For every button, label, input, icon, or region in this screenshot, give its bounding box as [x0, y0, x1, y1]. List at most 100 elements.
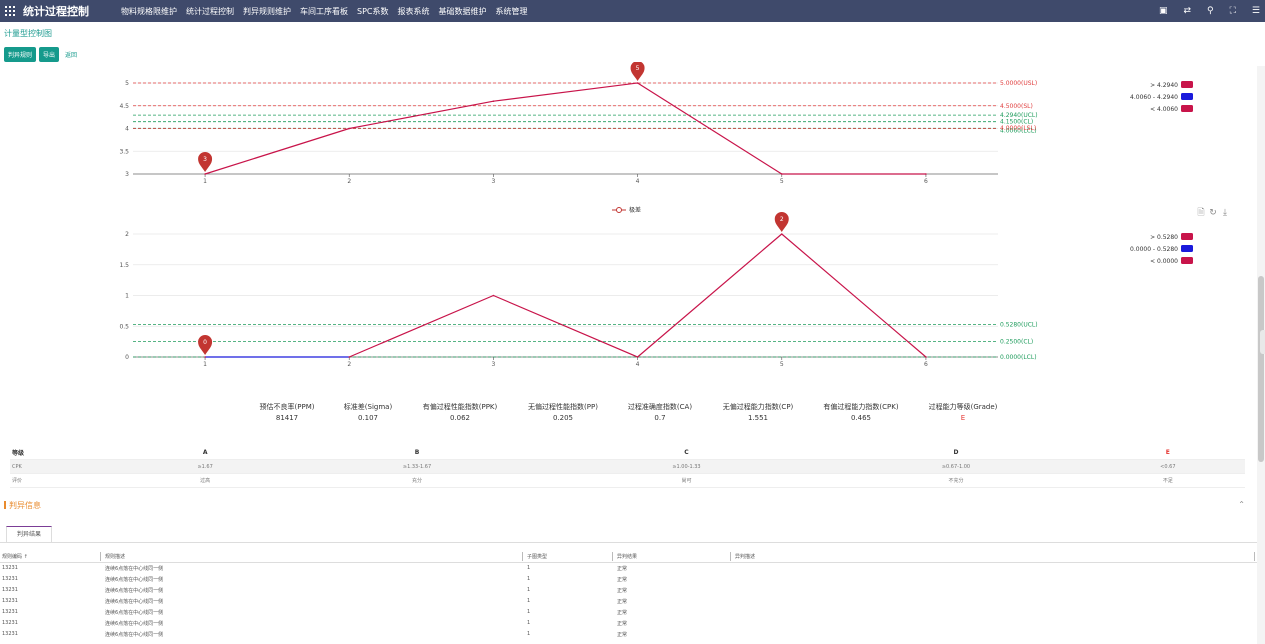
column-header-result[interactable]: 异判结果 [617, 554, 638, 560]
cell-rule-code: 13231 [2, 587, 18, 593]
grade-header-cell: E [1090, 446, 1245, 460]
menu-item-workshop-board[interactable]: 车间工序看板 [300, 6, 348, 16]
menu-item-spc-coefficients[interactable]: SPC系数 [357, 6, 389, 16]
data-point [780, 233, 783, 235]
table-row[interactable]: 13231 连续6点落在中心线同一侧 1 正常 [0, 574, 1265, 585]
cell-rule-code: 13231 [2, 565, 18, 571]
refresh-icon[interactable]: ↻ [1209, 208, 1217, 218]
cell-rule-desc: 连续6点落在中心线同一侧 [105, 632, 164, 638]
extreme-marker-pin[interactable]: 0 [198, 335, 213, 355]
data-point [204, 356, 206, 358]
column-separator[interactable] [730, 552, 731, 561]
legend-label: < 0.0000 [1150, 258, 1178, 265]
stat-cpk: 有偏过程能力指数(CPK) 0.465 [823, 403, 899, 422]
page-scrollbar[interactable] [1257, 66, 1265, 644]
grade-header-cell: 等级 [10, 446, 128, 460]
layout-icon[interactable]: ▣ [1158, 6, 1168, 16]
menu-item-rules[interactable]: 判异规则维护 [243, 6, 291, 16]
collapse-chevron-icon[interactable]: ⌃ [1238, 500, 1245, 509]
menu-item-spc[interactable]: 统计过程控制 [186, 6, 234, 16]
y-tick-label: 3 [125, 171, 129, 178]
capability-stats: 预估不良率(PPM) 81417 标准差(Sigma) 0.107 有偏过程性能指数… [0, 402, 1265, 430]
tab-judgement-results[interactable]: 判异结果 [6, 526, 52, 543]
svg-text:0: 0 [203, 339, 207, 346]
top-icon-group: ▣ ⇄ ⚲ ⛶ ☰ [1143, 0, 1260, 22]
grade-cell: 尚可 [551, 473, 822, 488]
stat-ppk: 有偏过程性能指数(PPK) 0.062 [422, 403, 498, 422]
grade-header-cell: A [128, 446, 283, 460]
cell-result: 正常 [617, 632, 628, 638]
svg-text:2: 2 [780, 216, 784, 223]
scrollbar-thumb[interactable] [1258, 276, 1264, 462]
grade-header-cell: D [821, 446, 1091, 460]
grade-cell: CPK [10, 459, 128, 474]
stat-cp: 无偏过程能力指数(CP) 1.551 [722, 403, 794, 422]
column-separator[interactable] [1254, 552, 1255, 561]
apps-grid-icon[interactable] [5, 6, 15, 16]
table-row[interactable]: 13231 连续6点落在中心线同一侧 1 正常 [0, 629, 1265, 640]
table-row[interactable]: 13231 连续6点落在中心线同一侧 1 正常 [0, 585, 1265, 596]
side-drawer-handle[interactable] [1260, 330, 1265, 354]
data-point [348, 356, 351, 358]
series-legend-label[interactable]: 极差 [629, 206, 641, 214]
cell-rule-desc: 连续6点落在中心线同一侧 [105, 621, 164, 627]
column-header-rule-code[interactable]: 规则编码 ↑ [2, 554, 28, 560]
tab-divider [0, 542, 1265, 543]
series-segment [204, 127, 350, 175]
grade-row-evaluation: 评价 过高 充分 尚可 不充分 不足 [10, 473, 1245, 488]
grade-header-cell: C [551, 446, 822, 460]
back-link[interactable]: 返回 [65, 52, 78, 59]
legend-label: < 4.0060 [1150, 106, 1178, 113]
table-row[interactable]: 13231 连续6点落在中心线同一侧 1 正常 [0, 563, 1265, 574]
data-point [204, 173, 206, 175]
grade-cell: <0.67 [1090, 459, 1245, 474]
table-row[interactable]: 13231 连续6点落在中心线同一侧 1 正常 [0, 607, 1265, 618]
rules-button[interactable]: 判异规则 [4, 47, 37, 62]
stat-ca: 过程准确度指数(CA) 0.7 [627, 403, 693, 422]
cell-rule-code: 13231 [2, 598, 18, 604]
menu-item-reports[interactable]: 报表系统 [397, 6, 430, 16]
column-separator[interactable] [522, 552, 523, 561]
cell-result: 正常 [617, 599, 628, 605]
cell-subchart-type: 1 [527, 587, 531, 593]
cell-result: 正常 [617, 577, 628, 583]
reference-line-label: 4.5000(SL) [1000, 103, 1033, 110]
cell-subchart-type: 1 [527, 576, 531, 582]
export-button[interactable]: 导出 [39, 47, 60, 62]
results-table-body: 13231 连续6点落在中心线同一侧 1 正常 13231 连续6点落在中心线同一侧 1 正常… [0, 563, 1265, 640]
menu-item-system[interactable]: 系统管理 [495, 6, 528, 16]
column-separator[interactable] [100, 552, 101, 561]
x-tick-label: 1 [203, 361, 207, 368]
table-row[interactable]: 13231 连续6点落在中心线同一侧 1 正常 [0, 596, 1265, 607]
x-tick-label: 4 [636, 361, 640, 368]
fullscreen-icon[interactable]: ⛶ [1229, 6, 1236, 16]
grade-row-cpk: CPK ≥1.67 ≥1.33-1.67 ≥1.00-1.33 ≥0.67-1.… [10, 459, 1245, 474]
cell-rule-code: 13231 [2, 609, 18, 615]
cell-rule-desc: 连续6点落在中心线同一侧 [105, 599, 164, 605]
extreme-marker-pin[interactable]: 3 [198, 152, 213, 172]
extreme-marker-pin[interactable]: 2 [774, 212, 789, 232]
download-icon[interactable]: ⤓ [1223, 208, 1227, 218]
series-legend-marker[interactable] [616, 207, 622, 213]
x-tick-label: 6 [924, 178, 928, 185]
cell-rule-desc: 连续6点落在中心线同一侧 [105, 588, 164, 594]
swap-icon[interactable]: ⇄ [1183, 6, 1192, 16]
cell-subchart-type: 1 [527, 565, 531, 571]
y-tick-label: 0.5 [119, 323, 129, 330]
menu-item-base-data[interactable]: 基础数据维护 [438, 6, 487, 16]
y-tick-label: 1.5 [119, 262, 129, 269]
data-view-icon[interactable]: 🗎 [1197, 208, 1204, 218]
menu-item-spec-limits[interactable]: 物料规格限维护 [121, 6, 177, 16]
extreme-marker-pin[interactable]: 5 [630, 62, 645, 81]
column-header-result-desc[interactable]: 异判描述 [735, 554, 756, 560]
series-segment [493, 294, 638, 358]
column-header-subchart-type[interactable]: 子图类型 [527, 554, 548, 560]
table-row[interactable]: 13231 连续6点落在中心线同一侧 1 正常 [0, 618, 1265, 629]
data-point [636, 82, 639, 84]
column-header-rule-desc[interactable]: 规则描述 [105, 554, 126, 560]
search-icon[interactable]: ⚲ [1207, 6, 1214, 16]
column-separator[interactable] [612, 552, 613, 561]
app-title: 统计过程控制 [23, 5, 89, 18]
menu-icon[interactable]: ☰ [1251, 6, 1260, 16]
grade-cell: ≥1.00-1.33 [551, 459, 822, 474]
